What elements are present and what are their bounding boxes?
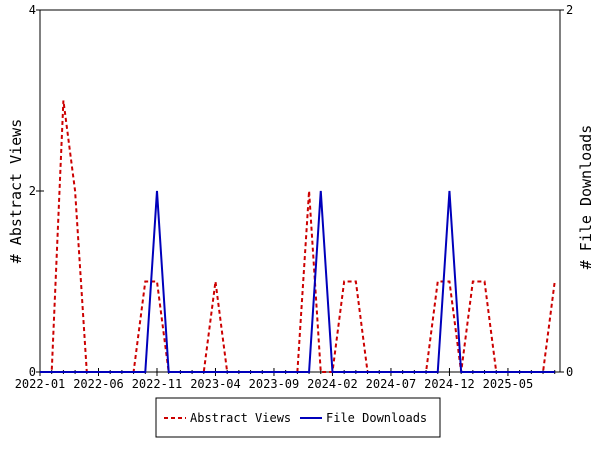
x-tick-label: 2023-09 <box>249 377 300 391</box>
x-tick-label: 2023-04 <box>190 377 241 391</box>
y-axis-label: # Abstract Views <box>7 119 25 264</box>
y2-tick-label: 2 <box>566 3 573 17</box>
x-tick-label: 2025-05 <box>483 377 534 391</box>
legend-box <box>155 397 441 438</box>
plot-frame <box>39 9 561 373</box>
x-tick-label: 2022-01 <box>15 377 66 391</box>
x-tick-label: 2022-06 <box>73 377 124 391</box>
y2-axis-label: # File Downloads <box>577 125 595 270</box>
legend-label: File Downloads <box>326 411 427 425</box>
y2-tick-label: 0 <box>566 365 573 379</box>
y-tick-label: 0 <box>29 365 36 379</box>
x-tick-label: 2024-02 <box>307 377 358 391</box>
x-tick-label: 2024-07 <box>366 377 417 391</box>
x-tick-label: 2022-11 <box>132 377 183 391</box>
series-line-abstract-views <box>40 100 556 373</box>
x-tick-label: 2024-12 <box>424 377 475 391</box>
y-tick-label: 4 <box>29 3 36 17</box>
y-tick-label: 2 <box>29 184 36 198</box>
legend-label: Abstract Views <box>190 411 291 425</box>
